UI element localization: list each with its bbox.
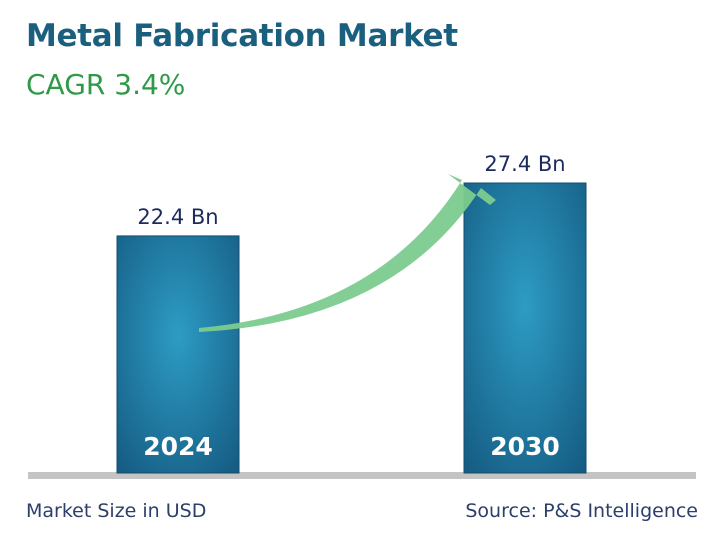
bar-2024 [116,235,240,474]
baseline [28,472,696,479]
chart-title: Metal Fabrication Market [26,18,458,54]
value-label-2030: 27.4 Bn [484,152,565,176]
value-label-2024: 22.4 Bn [137,205,218,229]
category-label-2030: 2030 [490,432,560,461]
growth-arrow [199,174,496,332]
footnote-source: Source: P&S Intelligence [465,500,698,522]
bar-2030 [463,182,587,474]
category-label-2024: 2024 [143,432,213,461]
cagr-subtitle: CAGR 3.4% [26,68,186,101]
footnote-market-size: Market Size in USD [26,500,207,522]
labels-group: 22.4 Bn 2024 27.4 Bn 2030 [137,152,565,461]
growth-arrow-group [199,174,496,332]
bars-group [116,182,587,474]
